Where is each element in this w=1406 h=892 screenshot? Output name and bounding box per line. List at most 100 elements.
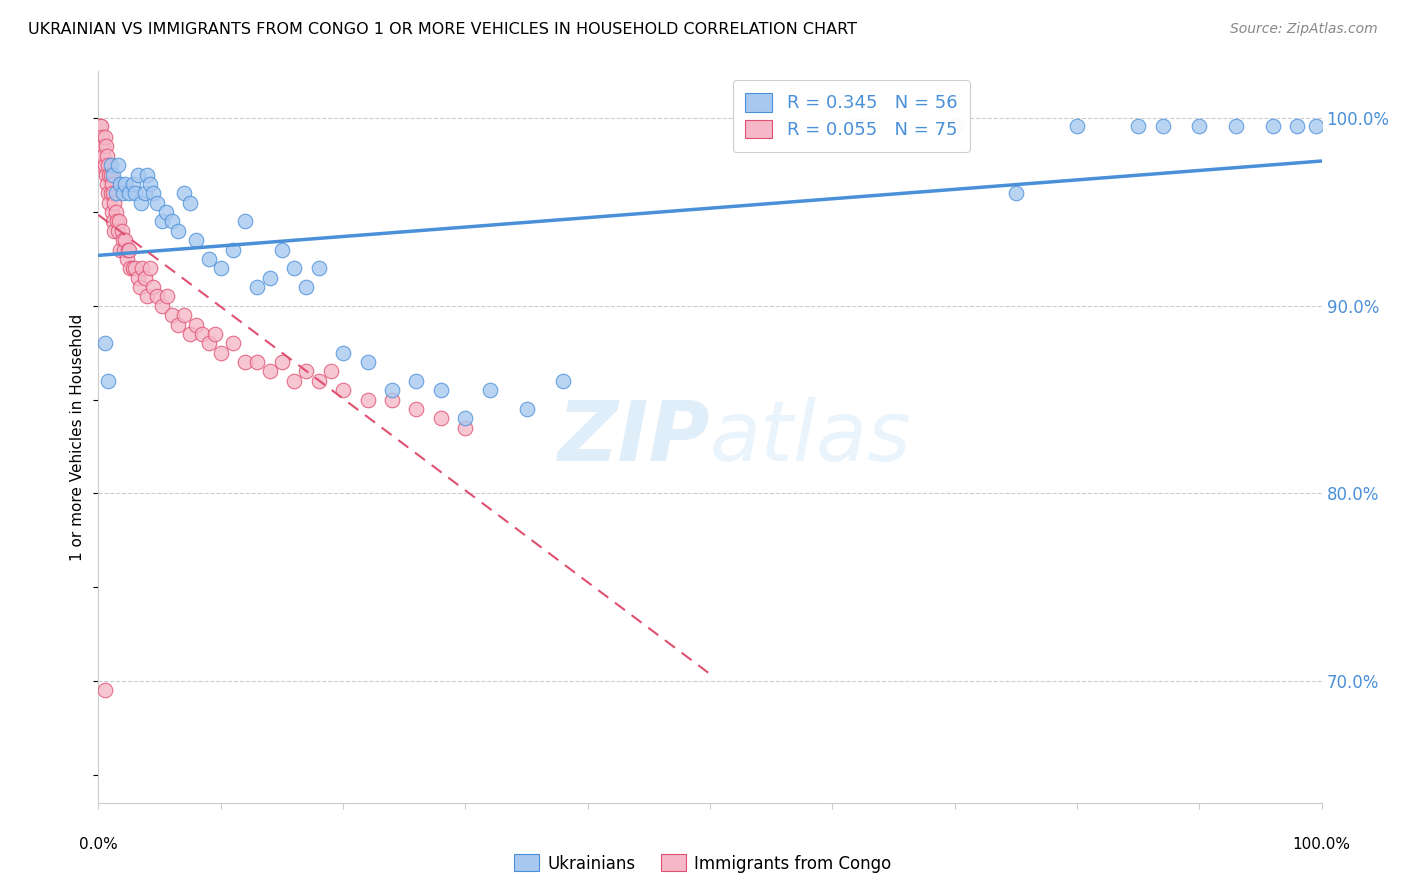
Y-axis label: 1 or more Vehicles in Household: 1 or more Vehicles in Household (70, 313, 86, 561)
Point (222, 243, 245, 257)
Point (136, 168, 159, 182)
Point (356, 355, 378, 369)
Point (173, 186, 195, 201)
Point (259, 270, 281, 285)
Point (115, 252, 138, 266)
Point (96, 177, 118, 191)
Point (179, 195, 201, 210)
Point (295, 364, 318, 378)
Point (97, 186, 120, 201)
Point (93, 130, 115, 145)
Point (89, 119, 111, 133)
Text: ZIP: ZIP (557, 397, 710, 477)
Point (104, 186, 127, 201)
Point (101, 177, 124, 191)
Point (270, 243, 294, 257)
Text: 100.0%: 100.0% (1292, 837, 1351, 852)
Point (108, 214, 131, 228)
Point (173, 308, 195, 322)
Point (118, 186, 141, 201)
Point (93, 683, 115, 698)
Point (139, 261, 162, 276)
Legend: Ukrainians, Immigrants from Congo: Ukrainians, Immigrants from Congo (508, 847, 898, 880)
Point (117, 243, 139, 257)
Point (118, 243, 141, 257)
Point (356, 392, 378, 407)
Point (167, 318, 190, 332)
Point (90, 139, 112, 153)
Point (308, 261, 330, 276)
Point (209, 345, 232, 359)
Point (142, 186, 165, 201)
Point (167, 224, 190, 238)
Point (381, 383, 404, 397)
Point (114, 233, 136, 247)
Point (197, 252, 219, 266)
Point (222, 336, 245, 351)
Point (553, 374, 575, 388)
Point (405, 401, 427, 416)
Point (186, 318, 208, 332)
Point (186, 233, 208, 247)
Point (139, 177, 162, 191)
Point (142, 280, 165, 294)
Point (845, 119, 868, 133)
Point (110, 177, 132, 191)
Point (246, 355, 269, 369)
Point (105, 214, 128, 228)
Point (121, 261, 143, 276)
Point (179, 326, 201, 341)
Point (98, 195, 121, 210)
Text: Source: ZipAtlas.com: Source: ZipAtlas.com (1230, 22, 1378, 37)
Point (197, 336, 219, 351)
Point (94, 168, 117, 182)
Point (381, 392, 404, 407)
Text: 0.0%: 0.0% (79, 837, 118, 852)
Point (150, 214, 173, 228)
Point (103, 195, 125, 210)
Point (110, 243, 132, 257)
Point (127, 168, 149, 182)
Point (478, 383, 501, 397)
Point (101, 214, 124, 228)
Point (454, 411, 477, 425)
Point (283, 374, 305, 388)
Point (94, 139, 117, 153)
Point (1305, 119, 1327, 133)
Point (308, 374, 330, 388)
Point (120, 261, 142, 276)
Point (129, 195, 152, 210)
Point (160, 308, 183, 322)
Point (283, 261, 305, 276)
Point (91, 149, 114, 163)
Point (98, 168, 121, 182)
Point (1261, 119, 1284, 133)
Point (259, 364, 281, 378)
Point (332, 383, 354, 397)
Point (1004, 186, 1026, 201)
Point (91, 139, 114, 153)
Point (111, 186, 134, 201)
Point (150, 299, 173, 313)
Text: UKRAINIAN VS IMMIGRANTS FROM CONGO 1 OR MORE VEHICLES IN HOUSEHOLD CORRELATION C: UKRAINIAN VS IMMIGRANTS FROM CONGO 1 OR … (28, 22, 858, 37)
Point (295, 280, 318, 294)
Point (515, 401, 537, 416)
Point (121, 177, 143, 191)
Point (209, 261, 232, 276)
Point (134, 186, 156, 201)
Point (146, 289, 169, 303)
Point (91, 130, 114, 145)
Point (131, 261, 153, 276)
Point (136, 289, 159, 303)
Point (1286, 119, 1309, 133)
Point (430, 411, 453, 425)
Point (93, 336, 115, 351)
Point (156, 289, 179, 303)
Point (332, 345, 354, 359)
Point (146, 195, 169, 210)
Point (107, 158, 129, 172)
Point (405, 374, 427, 388)
Point (104, 205, 127, 219)
Point (101, 186, 124, 201)
Point (96, 149, 118, 163)
